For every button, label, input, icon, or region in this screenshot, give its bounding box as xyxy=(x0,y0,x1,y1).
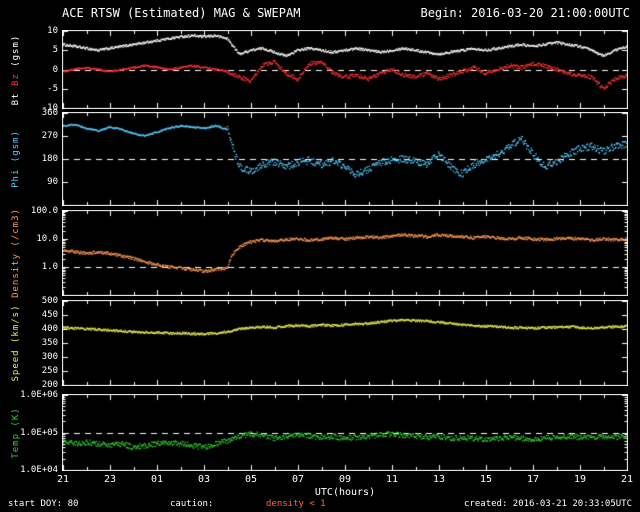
start-doy: start DOY: 80 xyxy=(8,499,79,509)
y-tick-label: 5 xyxy=(52,44,58,55)
x-tick-label: 09 xyxy=(338,474,352,485)
header: ACE RTSW (Estimated) MAG & SWEPAM Begin:… xyxy=(62,6,630,20)
y-axis-label-speed: Speed (km/s) xyxy=(11,304,21,382)
y-tick-label: 500 xyxy=(41,295,58,306)
x-tick-label: 21 xyxy=(56,474,70,485)
y-tick-label: 10.0 xyxy=(36,233,58,244)
x-tick-label: 15 xyxy=(479,474,493,485)
gsm-unit-label: (gsm) xyxy=(11,34,21,67)
panel-speed xyxy=(62,300,628,386)
x-tick-label: 19 xyxy=(573,474,587,485)
created-timestamp: created: 2016-03-21 20:33:05UTC xyxy=(464,499,632,509)
caution-value: density < 1 xyxy=(266,499,326,509)
y-tick-label: 350 xyxy=(41,337,58,348)
y-tick-label: 250 xyxy=(41,365,58,376)
y-tick-label: 300 xyxy=(41,351,58,362)
bz-label: Bz xyxy=(11,66,21,86)
x-tick-label: 05 xyxy=(244,474,258,485)
x-axis-title: UTC(hours) xyxy=(314,487,376,498)
y-axis-label-density: Density (/cm3) xyxy=(11,208,21,298)
y-tick-label: 90 xyxy=(47,176,58,187)
x-tick-label: 01 xyxy=(150,474,164,485)
y-tick-label: 400 xyxy=(41,323,58,334)
panel-mag-bt-bz xyxy=(62,30,628,109)
y-tick-label: 200 xyxy=(41,379,58,390)
panel-temp xyxy=(62,394,628,471)
y-tick-label: 450 xyxy=(41,309,58,320)
panel-density xyxy=(62,210,628,296)
begin-timestamp: Begin: 2016-03-20 21:00:00UTC xyxy=(420,6,630,20)
y-tick-label: 10 xyxy=(47,25,58,36)
x-tick-label: 13 xyxy=(432,474,446,485)
y-tick-label: 1.0E+04 xyxy=(20,464,58,475)
plot-title: ACE RTSW (Estimated) MAG & SWEPAM xyxy=(62,6,301,20)
y-tick-label: 180 xyxy=(41,153,58,164)
y-tick-label: -5 xyxy=(47,83,58,94)
y-axis-label-bt-bz: Bt Bz (gsm) xyxy=(11,34,21,105)
bt-label: Bt xyxy=(11,85,21,105)
x-tick-label: 07 xyxy=(291,474,305,485)
caution-label: caution: xyxy=(170,499,214,509)
y-tick-label: 1.0E+05 xyxy=(20,427,58,438)
y-tick-label: 100.0 xyxy=(30,205,58,216)
x-tick-label: 21 xyxy=(620,474,634,485)
y-tick-label: 270 xyxy=(41,130,58,141)
y-axis-label-phi: Phi (gsm) xyxy=(11,130,21,188)
x-tick-label: 03 xyxy=(197,474,211,485)
y-tick-label: -10 xyxy=(41,102,58,113)
x-tick-label: 23 xyxy=(103,474,117,485)
y-tick-label: 1.0E+06 xyxy=(20,389,58,400)
x-tick-label: 17 xyxy=(526,474,540,485)
x-tick-label: 11 xyxy=(385,474,399,485)
y-tick-label: 1.0 xyxy=(41,261,58,272)
footer: start DOY: 80 caution: density < 1 creat… xyxy=(0,499,640,512)
y-tick-label: 0 xyxy=(52,64,58,75)
y-tick-label: 360 xyxy=(41,107,58,118)
panel-phi xyxy=(62,112,628,206)
